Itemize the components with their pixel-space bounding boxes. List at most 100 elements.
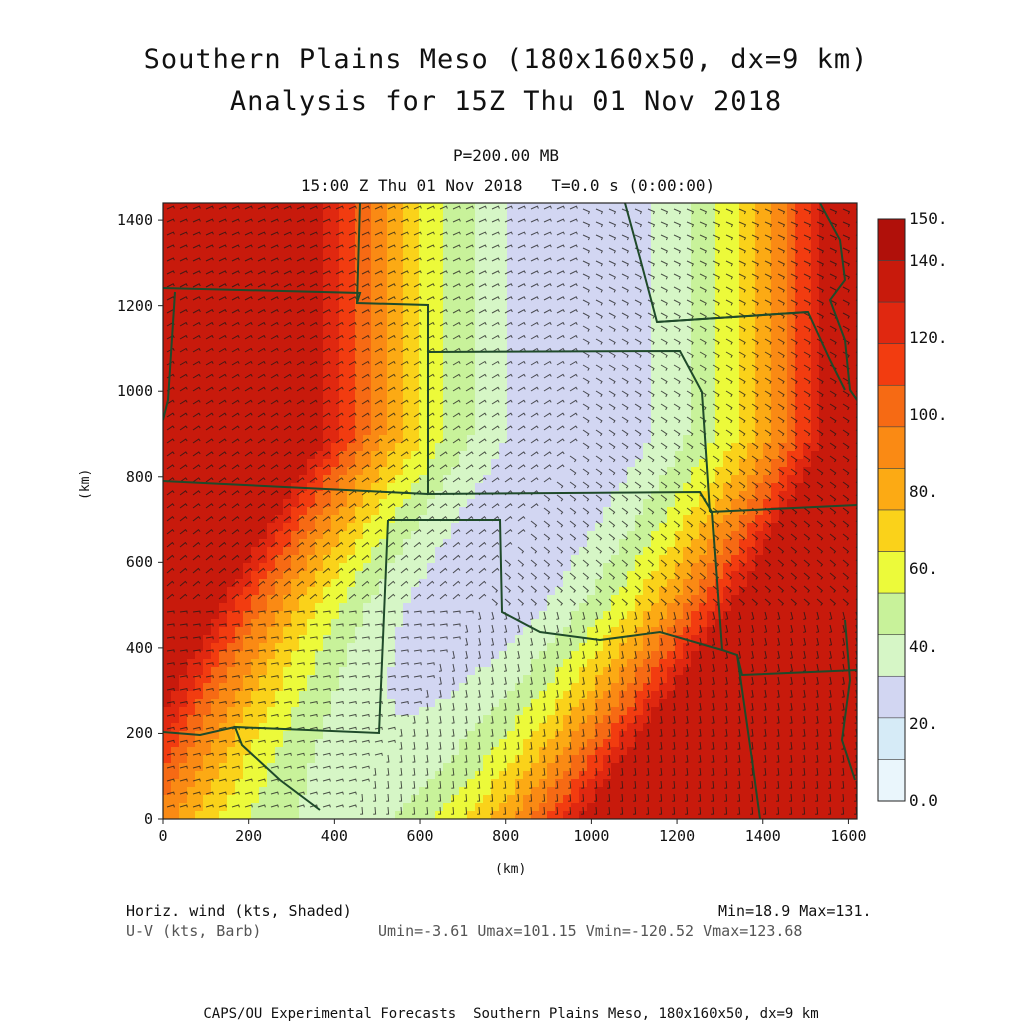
wind-barb xyxy=(803,338,811,345)
wind-barb xyxy=(686,572,694,580)
wind-barb xyxy=(543,572,551,580)
wind-barb xyxy=(816,429,824,437)
wind-barb xyxy=(516,702,520,711)
wind-barb xyxy=(842,572,850,580)
wind-barb xyxy=(634,286,642,293)
wind-barb xyxy=(647,598,655,606)
wind-barb xyxy=(322,205,331,210)
wind-barb xyxy=(399,806,403,815)
wind-barb xyxy=(621,559,629,567)
wind-barb xyxy=(607,754,611,763)
wind-barb xyxy=(231,231,240,236)
wind-barb xyxy=(452,231,461,236)
wind-barb xyxy=(660,429,668,437)
wind-barb xyxy=(439,425,448,431)
wind-barb xyxy=(322,541,331,548)
wind-barb xyxy=(790,559,798,567)
wind-barb xyxy=(205,464,214,470)
wind-barb xyxy=(569,520,577,528)
wind-barb xyxy=(491,477,500,483)
wind-barb xyxy=(205,649,214,653)
wind-barb xyxy=(607,793,611,802)
wind-barb xyxy=(413,231,422,236)
wind-barb xyxy=(218,713,227,718)
wind-barb xyxy=(490,767,494,776)
wind-barb xyxy=(478,244,487,249)
colorbar-segment xyxy=(877,426,906,469)
wind-barb xyxy=(270,593,279,600)
wind-barb xyxy=(673,624,677,633)
wind-barb xyxy=(828,728,832,737)
wind-barb xyxy=(633,728,637,737)
wind-barb xyxy=(582,429,590,437)
wind-barb xyxy=(491,503,500,509)
wind-barb xyxy=(413,451,422,457)
wind-barb xyxy=(582,247,590,254)
wind-barb xyxy=(738,364,746,371)
x-tick-label: 200 xyxy=(235,827,263,845)
wind-barb xyxy=(529,676,533,685)
wind-barb xyxy=(829,416,837,424)
wind-barb xyxy=(595,585,602,593)
wind-barb xyxy=(205,554,214,561)
wind-barb xyxy=(530,520,538,528)
wind-barb xyxy=(725,533,733,541)
wind-barb xyxy=(166,580,175,587)
wind-barb xyxy=(192,257,201,262)
wind-barb xyxy=(673,520,681,528)
wind-barb xyxy=(790,364,798,371)
wind-barb xyxy=(699,533,707,541)
wind-barb xyxy=(296,649,305,653)
wind-barb xyxy=(491,412,500,418)
wind-barb xyxy=(673,598,681,606)
wind-barb xyxy=(595,403,603,411)
wind-barb xyxy=(412,741,416,750)
wind-barb xyxy=(621,377,629,384)
wind-barb xyxy=(647,455,655,463)
wind-barb xyxy=(517,386,526,392)
wind-barb xyxy=(387,649,396,653)
wind-barb xyxy=(231,791,240,795)
wind-barb xyxy=(361,231,370,236)
wind-barb xyxy=(582,377,590,384)
wind-barb xyxy=(647,442,655,450)
wind-barb xyxy=(647,624,651,633)
wind-barb xyxy=(296,309,305,314)
wind-barb xyxy=(348,309,357,314)
wind-barb xyxy=(608,247,616,254)
wind-barb xyxy=(465,464,474,470)
wind-barb xyxy=(296,283,305,288)
wind-barb xyxy=(283,778,292,782)
wind-barb xyxy=(270,541,279,548)
wind-barb xyxy=(738,429,746,437)
oklahoma-boundary xyxy=(163,480,857,677)
wind-barb xyxy=(478,231,487,236)
wind-barb xyxy=(491,585,498,593)
wind-barb xyxy=(777,208,786,215)
wind-barb xyxy=(270,528,279,535)
wind-barb xyxy=(685,676,689,685)
wind-barb xyxy=(673,234,682,241)
wind-barb xyxy=(530,533,538,541)
wind-barb xyxy=(816,533,824,541)
wind-barb xyxy=(712,611,716,620)
wind-barb xyxy=(634,611,638,620)
wind-barb xyxy=(556,231,565,236)
wind-barb xyxy=(270,218,279,223)
wind-barb xyxy=(205,321,214,327)
wind-barb xyxy=(711,637,716,646)
wind-barb xyxy=(400,610,409,614)
wind-barb xyxy=(529,806,533,815)
wind-barb xyxy=(556,464,565,470)
wind-barb xyxy=(699,520,707,528)
wind-barb xyxy=(542,780,546,789)
wind-barb xyxy=(270,438,279,444)
wind-barb xyxy=(686,234,695,241)
wind-barb xyxy=(750,793,754,802)
wind-barb xyxy=(673,611,677,620)
wind-barb xyxy=(205,636,214,640)
wind-barb xyxy=(594,728,598,737)
wind-barb xyxy=(179,580,188,587)
wind-barb xyxy=(712,533,720,541)
wind-barb xyxy=(166,739,175,743)
